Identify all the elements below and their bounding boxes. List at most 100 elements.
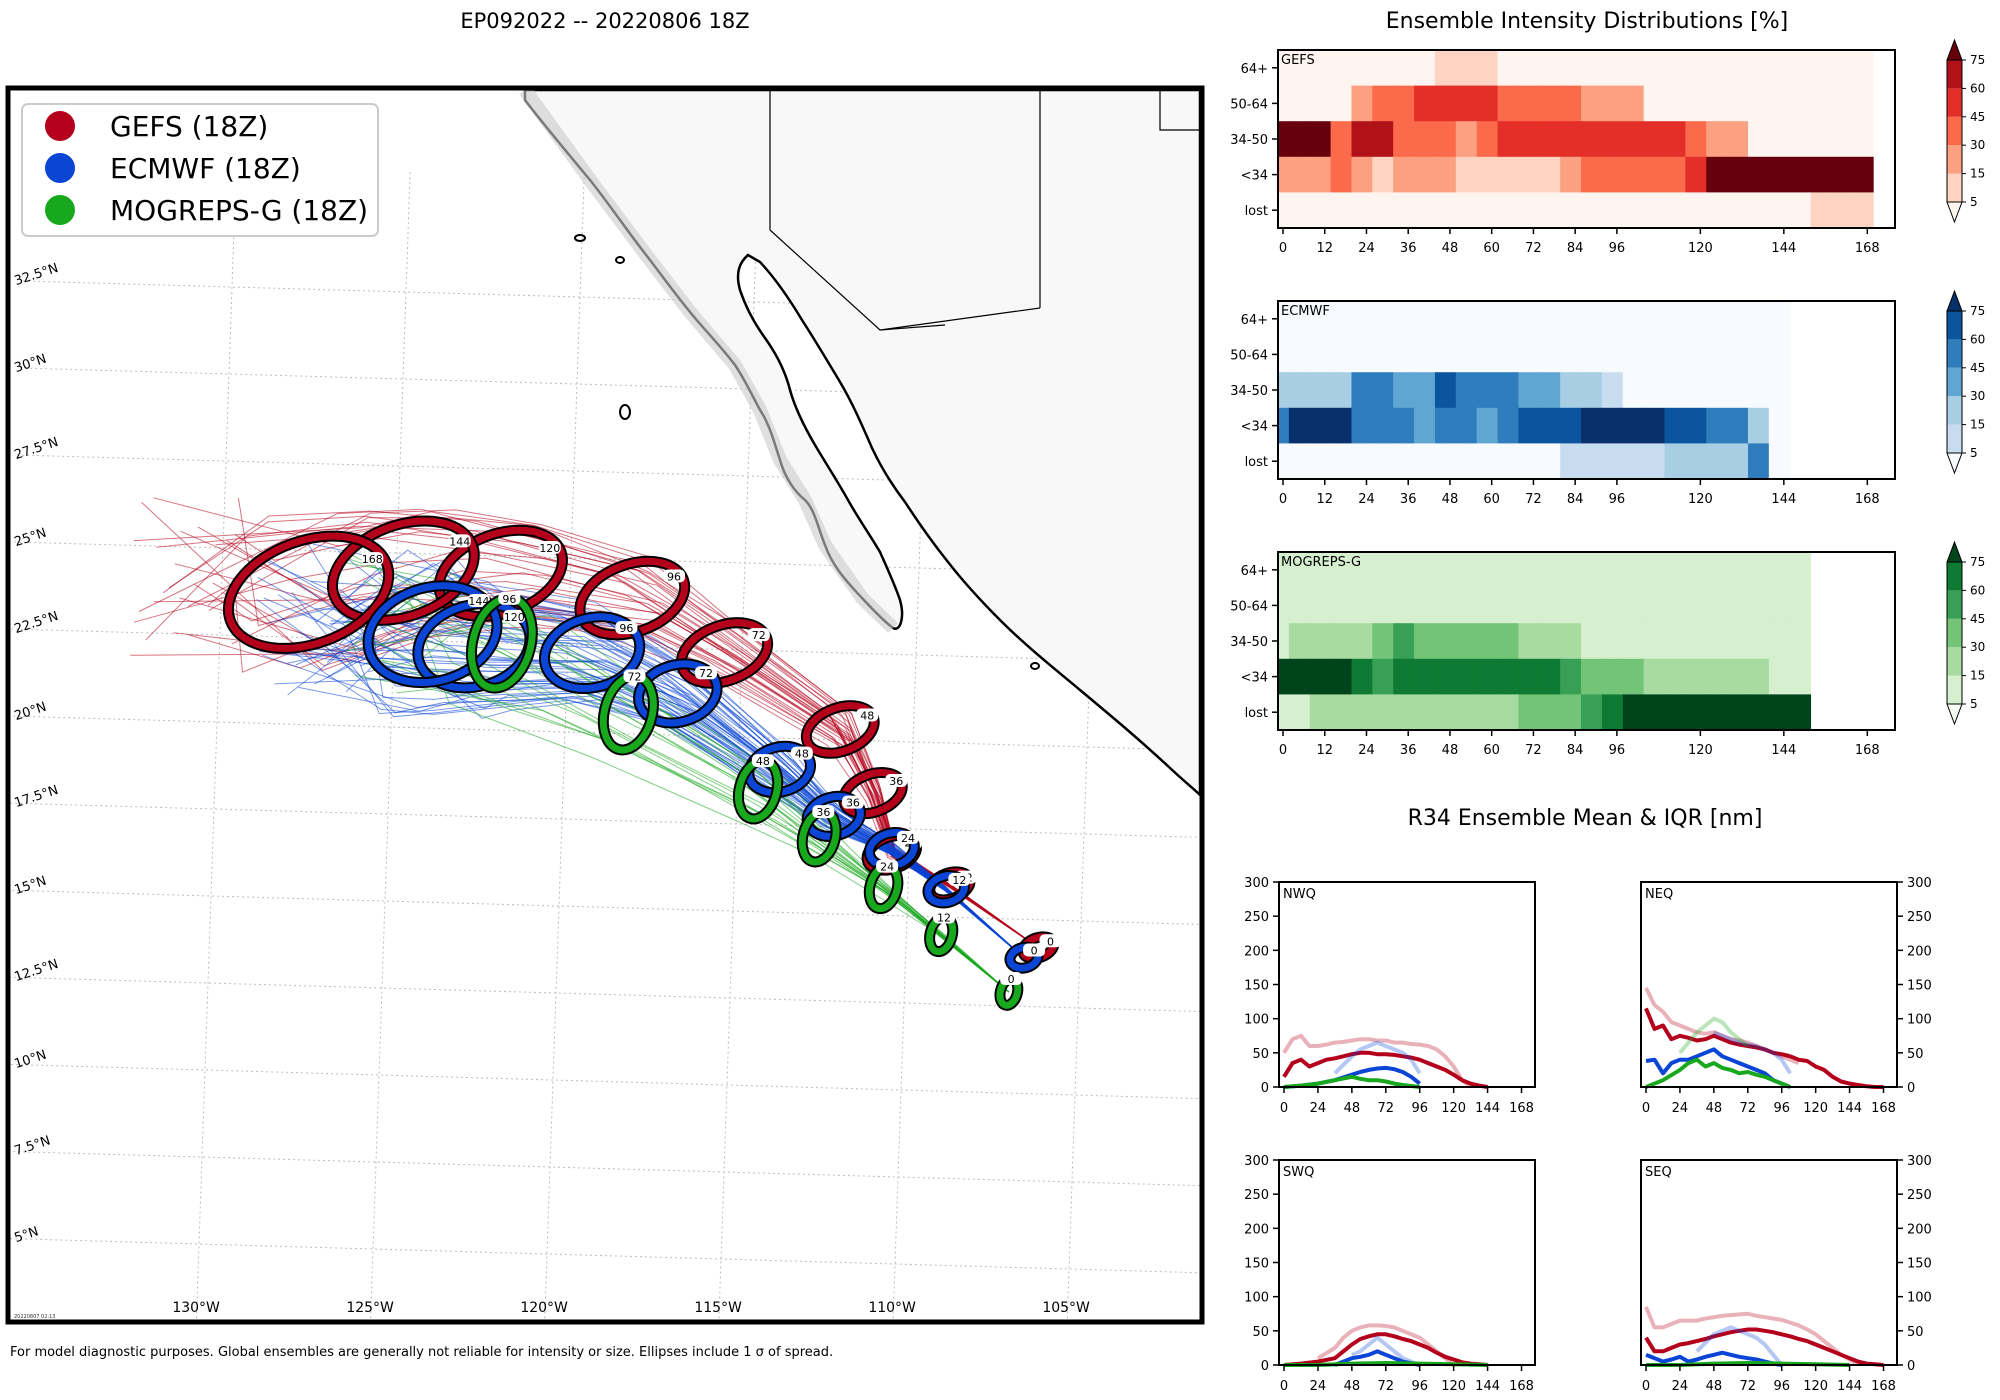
heatmap-cell <box>1560 50 1582 87</box>
heatmap-cell <box>1393 336 1415 373</box>
heatmap-cell <box>1706 552 1728 589</box>
heatmap-x-tick: 84 <box>1567 241 1584 256</box>
heatmap-x-tick: 60 <box>1483 241 1500 256</box>
lat-label: 5°N <box>13 1224 41 1246</box>
heatmap-cell <box>1664 658 1686 695</box>
heatmap-cell <box>1330 587 1352 624</box>
r34-series-line <box>1283 1332 1488 1367</box>
heatmap-cell <box>1455 336 1478 373</box>
colorbar-tick: 45 <box>1970 612 1985 626</box>
heatmap-cell <box>1706 658 1728 695</box>
heatmap-cell <box>1455 156 1478 193</box>
heatmap-cell <box>1309 407 1332 444</box>
heatmap-cell <box>1414 156 1436 193</box>
colorbar-tick: 15 <box>1970 167 1985 181</box>
heatmap-cell <box>1789 658 1812 695</box>
heatmap-cell <box>1455 694 1478 731</box>
heatmap-cell <box>1601 301 1624 338</box>
ellipse-hour-label: 72 <box>752 629 766 642</box>
r34-series-line <box>1695 1325 1784 1367</box>
lon-label: 120°W <box>520 1300 568 1316</box>
heatmap-cell <box>1789 121 1812 158</box>
heatmap-cell <box>1581 85 1603 122</box>
heatmap-cell <box>1810 156 1832 193</box>
heatmap-cell <box>1643 50 1665 87</box>
heatmap-cell <box>1518 372 1540 409</box>
heatmap-row-label: 34-50 <box>1230 384 1268 399</box>
heatmap-cell <box>1664 336 1686 373</box>
heatmap-x-tick: 60 <box>1483 743 1500 758</box>
heatmap-x-tick: 0 <box>1279 743 1287 758</box>
heatmap-cell <box>1643 694 1665 731</box>
heatmap-cell <box>1330 85 1352 122</box>
heatmap-cell <box>1768 552 1791 589</box>
heatmap-cell <box>1372 121 1394 158</box>
heatmap-cell <box>1476 372 1499 409</box>
r34-series-line <box>1644 1007 1884 1089</box>
heatmap-cell <box>1622 407 1645 444</box>
heatmap-cell <box>1278 50 1290 87</box>
heatmap-cell <box>1330 694 1352 731</box>
heatmap-cell <box>1539 658 1561 695</box>
heatmap-cell <box>1393 372 1415 409</box>
heatmap-cell <box>1789 694 1812 731</box>
heatmap-cell <box>1706 443 1728 480</box>
heatmap-cell <box>1622 336 1645 373</box>
forecast-ellipse: 0 <box>994 972 1024 1011</box>
heatmap-x-tick: 96 <box>1609 241 1626 256</box>
legend-label-gefs: GEFS (18Z) <box>110 110 268 143</box>
heatmap-x-tick: 12 <box>1316 492 1333 507</box>
heatmap-cell <box>1539 156 1561 193</box>
map-frame <box>5 85 1205 1325</box>
heatmap-row-label: 50-64 <box>1230 97 1268 112</box>
r34-series-line <box>1644 1327 1884 1367</box>
heatmap-title: Ensemble Intensity Distributions [%] <box>1386 9 1789 34</box>
heatmap-cell <box>1497 156 1519 193</box>
heatmap-cell <box>1768 372 1791 409</box>
heatmap-cell <box>1434 552 1457 589</box>
colorbar-tick: 30 <box>1970 640 1985 654</box>
r34-y-tick: 150 <box>1907 979 1932 994</box>
lon-label: 130°W <box>172 1300 220 1316</box>
heatmap-row-label: 50-64 <box>1230 599 1268 614</box>
footnote: For model diagnostic purposes. Global en… <box>10 1345 833 1360</box>
heatmap-cell <box>1852 156 1874 193</box>
heatmap-gefs: GEFS 64+ 50-64 34-50 <34 lost 0 12 24 36 48 60 72 84 9… <box>1230 38 1985 256</box>
lon-label: 110°W <box>868 1300 916 1316</box>
heatmap-cell <box>1351 587 1373 624</box>
heatmap-cell <box>1372 623 1394 660</box>
heatmap-cell <box>1560 694 1582 731</box>
forecast-ellipse: 72 <box>633 658 723 729</box>
colorbar-mogreps-g: 5 15 30 45 60 75 <box>1946 540 1985 726</box>
lon-gridline <box>370 170 411 1320</box>
heatmap-cell <box>1351 336 1373 373</box>
lat-gridline <box>10 889 1200 925</box>
heatmap-cell <box>1852 85 1874 122</box>
r34-y-tick: 50 <box>1252 1325 1269 1340</box>
r34-x-tick: 120 <box>1441 1101 1466 1116</box>
ellipse-hour-label: 36 <box>816 806 830 819</box>
heatmap-cell <box>1414 658 1436 695</box>
r34-panel-neq: NEQ 0 50 100 150 200 250 300 0 24 48 72 96 120 144 168 <box>1640 876 1932 1116</box>
heatmap-x-tick: 72 <box>1525 492 1542 507</box>
heatmap-cell <box>1622 121 1645 158</box>
land-mass <box>519 90 1200 797</box>
heatmap-cell <box>1747 552 1770 589</box>
heatmap-cell <box>1309 50 1332 87</box>
lon-label: 115°W <box>694 1300 742 1316</box>
r34-x-tick: 24 <box>1310 1101 1327 1116</box>
heatmap-cell <box>1278 552 1290 589</box>
heatmap-cell <box>1476 85 1499 122</box>
heatmap-cell <box>1747 587 1770 624</box>
heatmap-row-label: 64+ <box>1241 564 1268 579</box>
heatmap-cell <box>1372 156 1394 193</box>
heatmap-cell <box>1685 156 1707 193</box>
lat-gridline <box>10 715 1200 751</box>
heatmap-cell <box>1768 301 1791 338</box>
heatmap-cell <box>1393 301 1415 338</box>
heatmap-cell <box>1539 372 1561 409</box>
heatmap-cell <box>1685 443 1707 480</box>
heatmap-cell <box>1601 372 1624 409</box>
heatmap-cell <box>1372 552 1394 589</box>
